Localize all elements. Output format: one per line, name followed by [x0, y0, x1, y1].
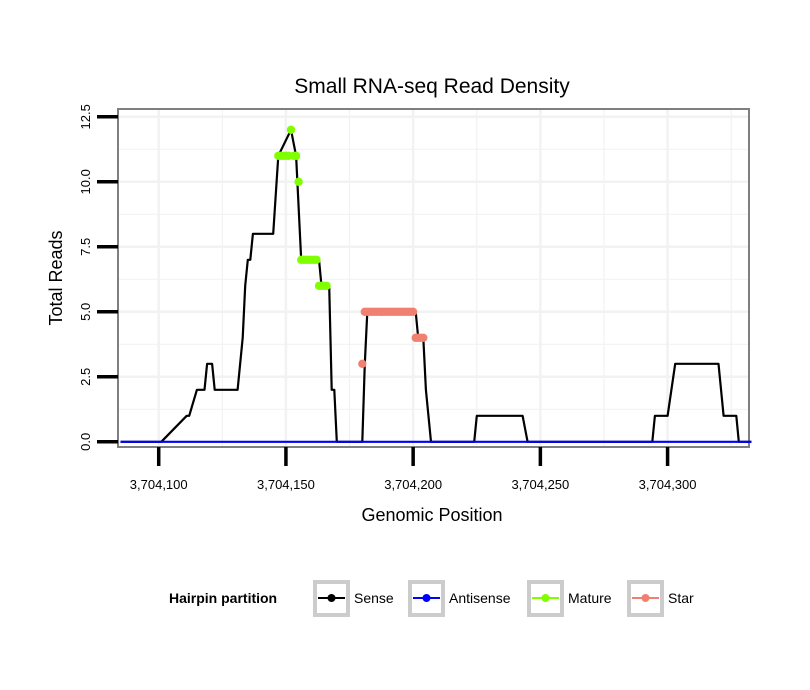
legend-label-sense: Sense	[354, 590, 394, 606]
y-axis-label: Total Reads	[46, 230, 66, 325]
mature-point	[291, 151, 301, 160]
mature-point	[286, 125, 296, 134]
x-tick-label: 3,704,150	[257, 477, 315, 492]
y-tick-label: 10.0	[78, 169, 93, 194]
y-tick-label: 2.5	[78, 368, 93, 386]
star-point	[408, 307, 418, 316]
legend-label-mature: Mature	[568, 590, 612, 606]
y-tick-label: 0.0	[78, 433, 93, 451]
sense-series-line	[120, 128, 752, 443]
x-axis: 3,704,100 3,704,150 3,704,200 3,704,250 3,70…	[130, 447, 697, 492]
y-tick-label: 5.0	[78, 303, 93, 321]
legend-key-point	[641, 594, 650, 602]
star-point	[419, 333, 428, 342]
legend-item-antisense: Antisense	[408, 580, 511, 617]
legend-item-mature: Mature	[527, 580, 612, 617]
legend-key-point	[327, 594, 336, 602]
legend-key-point	[422, 594, 431, 602]
mature-point	[294, 177, 303, 186]
star-point	[358, 359, 367, 368]
mature-point	[312, 255, 321, 264]
series-layer	[120, 125, 752, 443]
legend-label-star: Star	[668, 590, 694, 606]
legend-item-sense: Sense	[313, 580, 394, 617]
plot-panel	[117, 108, 750, 448]
x-tick-label: 3,704,200	[384, 477, 442, 492]
x-tick-label: 3,704,300	[639, 477, 697, 492]
legend-label-antisense: Antisense	[449, 590, 511, 606]
mature-point	[322, 281, 331, 290]
legend: Hairpin partition Sense Antisense Mature St…	[169, 580, 694, 617]
legend-title: Hairpin partition	[169, 590, 277, 606]
y-tick-label: 7.5	[78, 238, 93, 256]
y-axis: 0.0 2.5 5.0 7.5 10.0 12.5	[78, 104, 118, 451]
x-tick-label: 3,704,250	[511, 477, 569, 492]
x-axis-label: Genomic Position	[361, 505, 502, 525]
legend-item-star: Star	[627, 580, 694, 617]
x-tick-label: 3,704,100	[130, 477, 188, 492]
chart-title: Small RNA-seq Read Density	[294, 75, 570, 98]
y-tick-label: 12.5	[78, 104, 93, 129]
legend-key-point	[541, 594, 550, 602]
legend-entries: Sense Antisense Mature Star	[313, 580, 694, 617]
